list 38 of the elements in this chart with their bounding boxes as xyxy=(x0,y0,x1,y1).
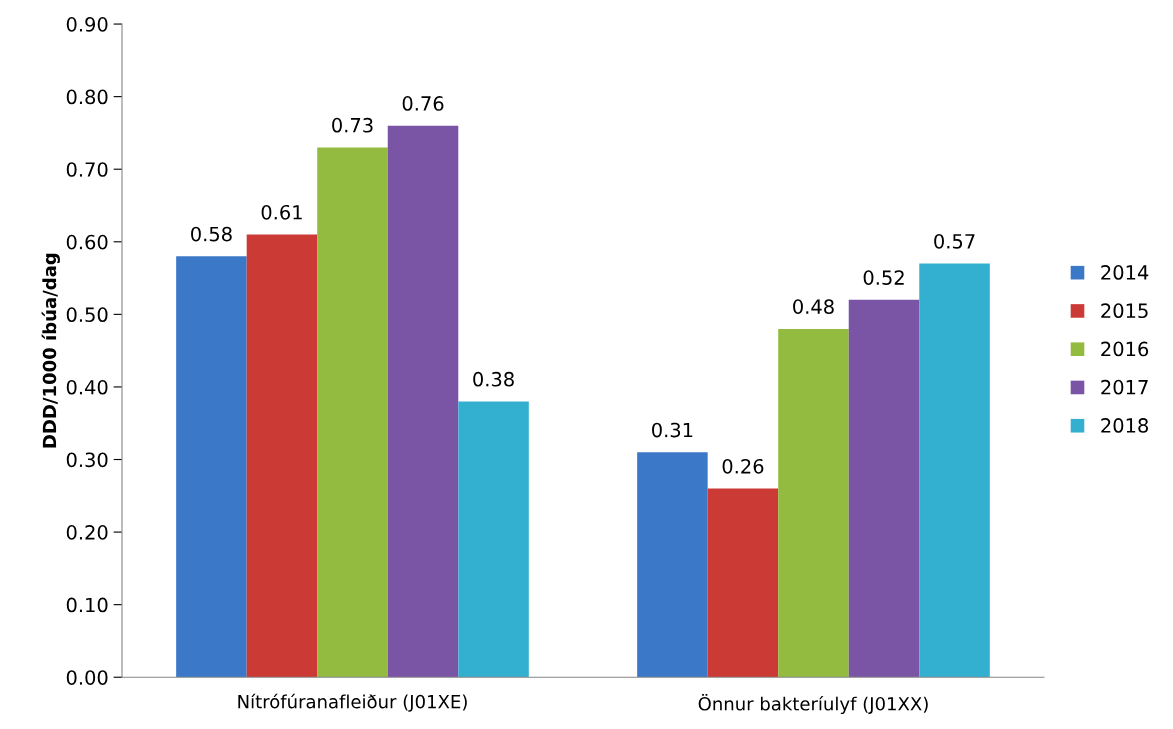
x-tick-label: Önnur bakteríulyf (J01XX) xyxy=(698,693,928,715)
y-tick-label: 0.80 xyxy=(66,89,108,105)
data-label: 0.57 xyxy=(934,233,975,249)
data-label: 0.38 xyxy=(473,371,514,387)
bar xyxy=(919,263,990,678)
legend-label: 2017 xyxy=(1101,379,1148,395)
data-label: 0.31 xyxy=(652,422,693,438)
bar xyxy=(637,452,708,678)
y-tick-label: 0.70 xyxy=(66,162,108,177)
legend-label: 2015 xyxy=(1101,303,1148,319)
data-label: 0.61 xyxy=(261,204,302,220)
data-label: 0.52 xyxy=(863,270,904,285)
bar xyxy=(176,256,247,678)
bar xyxy=(458,401,529,678)
y-tick-label: 0.60 xyxy=(66,234,108,250)
y-axis-title: DDD/1000 íbúa/dag xyxy=(41,253,60,448)
y-tick-label: 0.10 xyxy=(66,597,108,613)
legend-label: 2014 xyxy=(1101,265,1149,280)
data-label: 0.76 xyxy=(402,96,444,111)
y-tick-label: 0.50 xyxy=(66,307,108,323)
data-label: 0.58 xyxy=(191,226,232,242)
bar xyxy=(246,234,318,678)
data-label: 0.48 xyxy=(793,299,834,314)
data-label: 0.73 xyxy=(332,117,373,133)
legend-label: 2016 xyxy=(1101,341,1149,357)
bar xyxy=(778,328,849,678)
bar xyxy=(707,488,779,678)
y-tick-label: 0.30 xyxy=(66,452,108,468)
data-label: 0.26 xyxy=(722,458,764,474)
bar xyxy=(317,147,388,678)
x-tick-label: Nítrófúranafleiður (J01XE) xyxy=(238,693,467,712)
legend-label: 2018 xyxy=(1101,418,1149,433)
y-tick-label: 0.90 xyxy=(66,17,108,32)
y-tick-label: 0.40 xyxy=(66,379,108,395)
bar xyxy=(387,125,459,678)
bar xyxy=(848,299,920,678)
y-tick-label: 0.00 xyxy=(66,670,108,685)
y-tick-label: 0.20 xyxy=(66,525,108,540)
